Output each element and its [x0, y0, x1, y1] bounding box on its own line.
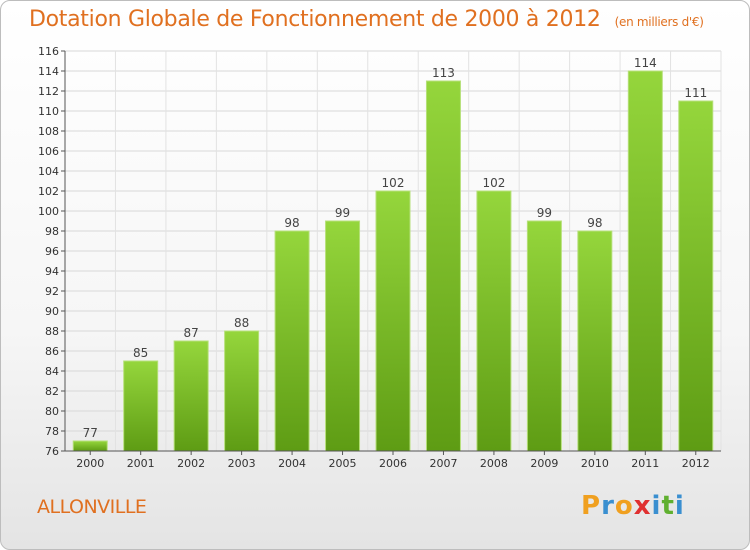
bars: 77 85 87 88 98 99 102 113 102 99 98 114 111 [72, 56, 714, 452]
y-tick-label: 96 [45, 245, 59, 258]
y-tick-label: 114 [38, 65, 59, 78]
y-tick-label: 104 [38, 165, 59, 178]
y-tick-label: 90 [45, 305, 59, 318]
y-tick-label: 76 [45, 445, 59, 458]
bar-value-label: 85 [133, 346, 148, 360]
x-tick-label: 2008 [480, 457, 508, 470]
bar [72, 440, 108, 452]
bar [476, 190, 512, 452]
bar-value-label: 98 [587, 216, 602, 230]
x-tick-label: 2004 [278, 457, 306, 470]
y-tick-label: 86 [45, 345, 59, 358]
logo-letter: o [614, 491, 634, 521]
bar-value-label: 98 [284, 216, 299, 230]
y-tick-label: 84 [45, 365, 59, 378]
x-tick-label: 2000 [76, 457, 104, 470]
x-tick-label: 2007 [429, 457, 457, 470]
x-tick-label: 2009 [530, 457, 558, 470]
chart-subtitle: (en milliers d'€) [614, 15, 704, 29]
y-tick-label: 92 [45, 285, 59, 298]
bar-value-label: 114 [634, 56, 657, 70]
bar [325, 220, 361, 452]
y-tick-label: 102 [38, 185, 59, 198]
bar-value-label: 99 [537, 206, 552, 220]
logo-letter: i [674, 491, 685, 521]
y-tick-label: 94 [45, 265, 59, 278]
logo-letter: t [661, 491, 675, 521]
bar [627, 70, 663, 452]
title-text: Dotation Globale de Fonctionnement de 20… [29, 7, 601, 32]
y-tick-label: 88 [45, 325, 59, 338]
proxiti-logo: Proxiti [581, 491, 685, 521]
x-tick-label: 2006 [379, 457, 407, 470]
y-tick-label: 108 [38, 125, 59, 138]
y-tick-label: 78 [45, 425, 59, 438]
y-tick-label: 112 [38, 85, 59, 98]
x-tick-label: 2012 [682, 457, 710, 470]
logo-letter: r [601, 491, 615, 521]
bar-value-label: 102 [382, 176, 405, 190]
axes: 76 78 80 82 84 86 88 90 92 94 96 98 100 102 104 106 108 1… [38, 45, 721, 470]
x-tick-label: 2002 [177, 457, 205, 470]
bar [577, 230, 613, 452]
x-tick-label: 2001 [127, 457, 155, 470]
bar-value-label: 87 [184, 326, 199, 340]
y-tick-label: 82 [45, 385, 59, 398]
bar [274, 230, 310, 452]
bar-value-label: 113 [432, 66, 455, 80]
bar [678, 100, 714, 452]
bar [224, 330, 260, 452]
x-tick-label: 2010 [581, 457, 609, 470]
y-tick-label: 100 [38, 205, 59, 218]
bar-value-label: 111 [684, 86, 707, 100]
bar-value-label: 77 [83, 426, 98, 440]
x-tick-label: 2003 [228, 457, 256, 470]
logo-letter: i [651, 491, 662, 521]
bar [375, 190, 411, 452]
bar [123, 360, 159, 452]
x-tick-label: 2011 [631, 457, 659, 470]
place-name: ALLONVILLE [37, 496, 147, 518]
bar [173, 340, 209, 452]
bar [425, 80, 461, 452]
y-tick-label: 110 [38, 105, 59, 118]
y-tick-label: 98 [45, 225, 59, 238]
x-tick-label: 2005 [329, 457, 357, 470]
y-tick-label: 106 [38, 145, 59, 158]
bar-value-label: 88 [234, 316, 249, 330]
bar-value-label: 99 [335, 206, 350, 220]
y-tick-label: 80 [45, 405, 59, 418]
y-tick-label: 116 [38, 45, 59, 58]
logo-letter: x [633, 491, 652, 521]
bar-value-label: 102 [482, 176, 505, 190]
chart-title: Dotation Globale de Fonctionnement de 20… [29, 7, 704, 32]
bar [526, 220, 562, 452]
logo-letter: P [581, 491, 602, 521]
